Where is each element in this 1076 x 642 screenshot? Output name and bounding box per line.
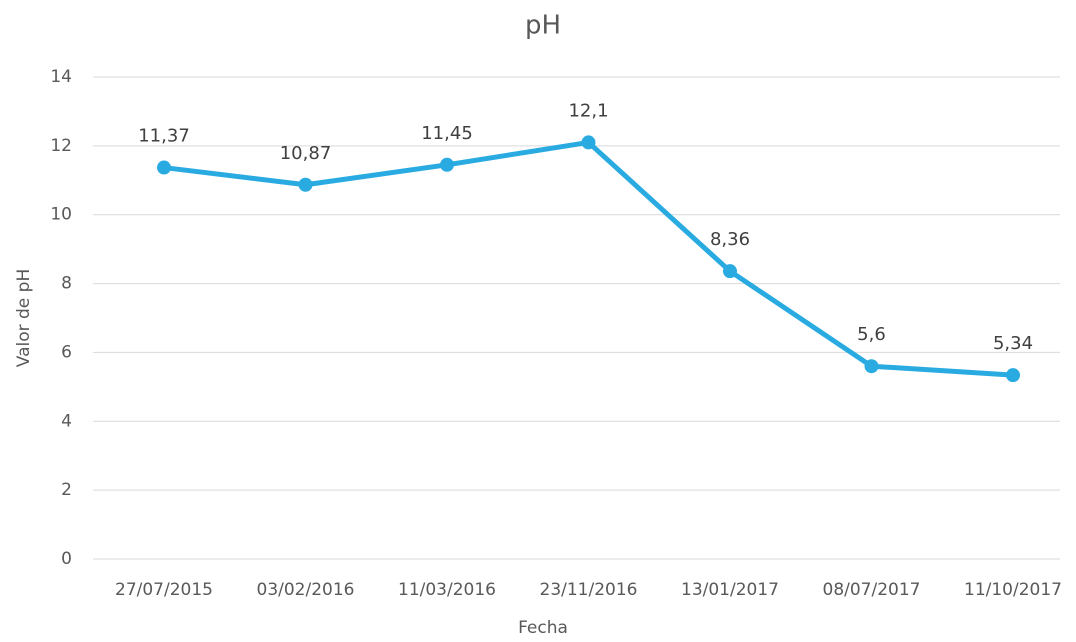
y-tick-label: 12 — [50, 136, 72, 156]
x-tick-label: 08/07/2017 — [823, 580, 921, 600]
point — [440, 157, 454, 172]
data-label: 11,45 — [421, 123, 473, 144]
x-tick-label: 13/01/2017 — [681, 580, 779, 600]
y-tick-label: 4 — [61, 411, 72, 431]
point — [157, 160, 171, 175]
x-tick-label: 27/07/2015 — [115, 580, 213, 600]
point — [581, 135, 596, 150]
y-tick-label: 0 — [61, 549, 72, 569]
y-tick-label: 6 — [61, 342, 72, 362]
y-tick-label: 14 — [50, 67, 72, 87]
y-tick-label: 2 — [61, 480, 72, 500]
x-tick-label: 11/10/2017 — [964, 580, 1062, 600]
y-axis-label: Valor de pH — [14, 269, 34, 367]
point — [864, 359, 879, 374]
data-label: 5,34 — [993, 333, 1033, 354]
data-label: 8,36 — [710, 229, 750, 250]
x-axis-label: Fecha — [518, 618, 568, 638]
point — [1006, 368, 1020, 383]
y-tick-label: 8 — [61, 274, 72, 294]
point — [298, 177, 313, 192]
y-tick-label: 10 — [50, 205, 72, 225]
data-label: 10,87 — [280, 143, 332, 164]
x-tick-label: 03/02/2016 — [257, 580, 355, 600]
x-tick-label: 23/11/2016 — [540, 580, 638, 600]
data-label: 5,6 — [857, 324, 886, 345]
x-tick-label: 11/03/2016 — [398, 580, 496, 600]
data-label: 11,37 — [138, 126, 190, 147]
data-label: 12,1 — [568, 100, 608, 121]
point — [723, 264, 737, 279]
chart-title: pH — [525, 11, 561, 41]
